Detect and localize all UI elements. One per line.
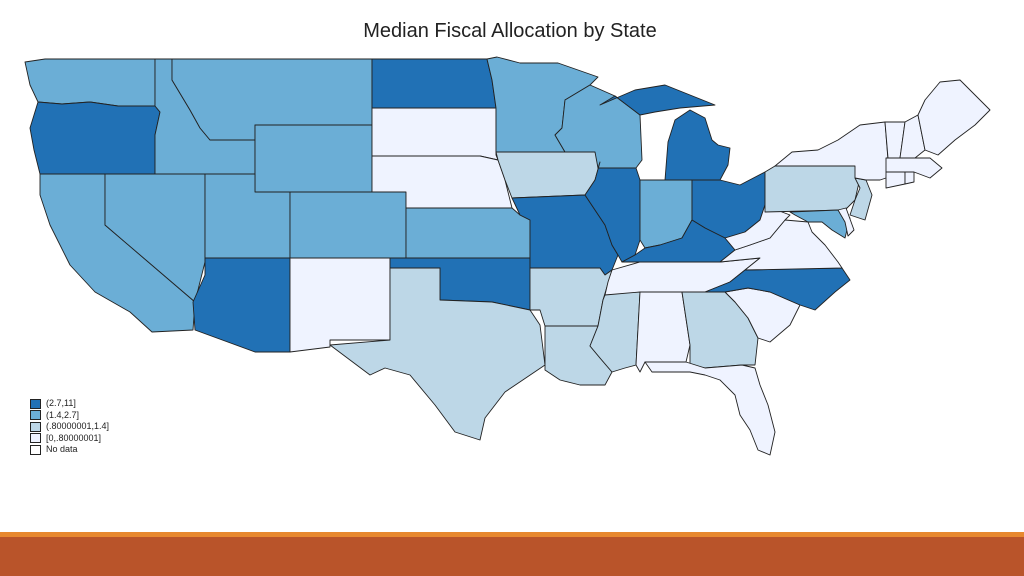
legend-label: (2.7,11] (46, 398, 76, 409)
state-IA[interactable] (495, 151, 601, 199)
legend-label: [0,.80000001] (46, 432, 102, 443)
state-AZ[interactable] (192, 257, 291, 353)
state-ND[interactable] (371, 58, 497, 109)
legend-item: (2.7,11] (30, 398, 109, 410)
legend-item: (1.4,2.7] (30, 410, 109, 422)
state-WV[interactable] (724, 204, 791, 251)
state-WA[interactable] (24, 58, 156, 107)
us-choropleth-map (24, 56, 991, 456)
state-FL[interactable] (644, 361, 776, 456)
state-CO[interactable] (289, 191, 407, 259)
state-TX[interactable] (329, 267, 546, 441)
legend-swatch (30, 433, 41, 444)
legend-label: (.80000001,1.4] (46, 421, 110, 432)
state-MI-lower[interactable] (664, 109, 731, 181)
state-WY[interactable] (254, 124, 373, 193)
state-NH[interactable] (899, 114, 926, 159)
state-DE[interactable] (837, 207, 855, 237)
state-ME[interactable] (917, 79, 991, 156)
state-SD[interactable] (371, 107, 499, 161)
legend-item: No data (30, 444, 109, 456)
state-MA[interactable] (885, 157, 943, 179)
legend-swatch (30, 398, 41, 409)
state-OR[interactable] (29, 101, 161, 175)
legend-swatch (30, 444, 41, 455)
legend-label: (1.4,2.7] (46, 409, 80, 420)
state-NM[interactable] (289, 257, 391, 353)
state-AL[interactable] (635, 291, 691, 373)
legend-swatch (30, 410, 41, 421)
legend-label: No data (46, 444, 78, 455)
state-NC[interactable] (704, 267, 851, 311)
state-NJ[interactable] (849, 177, 873, 221)
state-PA[interactable] (764, 165, 861, 213)
legend: (2.7,11] (1.4,2.7] (.80000001,1.4] [0,.8000… (30, 398, 109, 456)
state-RI[interactable] (904, 171, 915, 185)
map-title: Median Fiscal Allocation by State (363, 20, 657, 42)
legend-item: (.80000001,1.4] (30, 421, 109, 433)
state-KS[interactable] (405, 207, 531, 259)
legend-swatch (30, 421, 41, 432)
legend-item: [0,.80000001] (30, 433, 109, 445)
footer-bar (0, 537, 1024, 576)
state-MI[interactable] (599, 84, 716, 116)
state-CT[interactable] (885, 171, 906, 189)
footer-accent-line (0, 532, 1024, 537)
